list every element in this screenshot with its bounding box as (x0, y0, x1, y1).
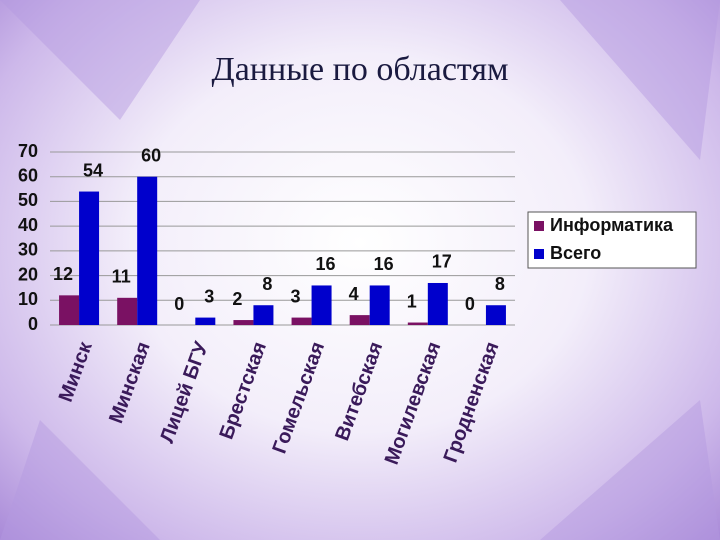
data-label: 16 (316, 254, 336, 274)
bar (291, 317, 312, 325)
data-label: 60 (141, 145, 161, 165)
chart-title: Данные по областям (212, 51, 509, 88)
x-tick-label: Брестская (216, 339, 272, 442)
data-label: 2 (232, 289, 242, 309)
y-tick-label: 10 (18, 289, 38, 309)
y-tick-label: 20 (18, 264, 38, 284)
data-label: 54 (83, 160, 103, 180)
data-label: 8 (495, 274, 505, 294)
bar (311, 285, 332, 325)
bar (485, 305, 506, 325)
data-label: 0 (174, 294, 184, 314)
x-tick-label: Гомельская (268, 339, 329, 457)
bar (233, 320, 254, 325)
x-tick-label: Гродненская (440, 339, 504, 466)
y-tick-label: 70 (18, 141, 38, 161)
x-tick-label: Могилевская (381, 339, 446, 468)
y-tick-label: 30 (18, 240, 38, 260)
x-tick-label: Лицей БГУ (156, 338, 213, 445)
x-tick-label: Минск (55, 338, 97, 405)
bar (369, 285, 390, 325)
bar (79, 191, 100, 325)
data-label: 3 (291, 286, 301, 306)
x-tick-label: Минская (105, 339, 155, 426)
legend-swatch (534, 221, 544, 231)
data-label: 4 (349, 284, 359, 304)
data-label: 16 (374, 254, 394, 274)
bar (137, 176, 158, 325)
bar (427, 282, 448, 325)
bar (349, 315, 370, 325)
bar (117, 297, 138, 325)
y-tick-label: 40 (18, 215, 38, 235)
y-tick-label: 60 (18, 165, 38, 185)
data-label: 8 (262, 274, 272, 294)
x-tick-label: Витебская (331, 339, 387, 444)
y-tick-label: 0 (28, 314, 38, 334)
data-label: 11 (112, 267, 131, 287)
bar (407, 322, 428, 325)
y-tick-label: 50 (18, 190, 38, 210)
bar (59, 295, 80, 325)
legend-box (527, 211, 697, 269)
legend-swatch (534, 249, 544, 259)
bar (253, 305, 274, 325)
legend-label: Информатика (550, 215, 674, 235)
data-label: 3 (204, 286, 214, 306)
data-label: 17 (432, 252, 452, 272)
bar (195, 317, 216, 325)
legend-label: Всего (550, 243, 601, 263)
data-label: 12 (53, 264, 73, 284)
data-label: 1 (407, 291, 417, 311)
data-label: 0 (465, 294, 475, 314)
